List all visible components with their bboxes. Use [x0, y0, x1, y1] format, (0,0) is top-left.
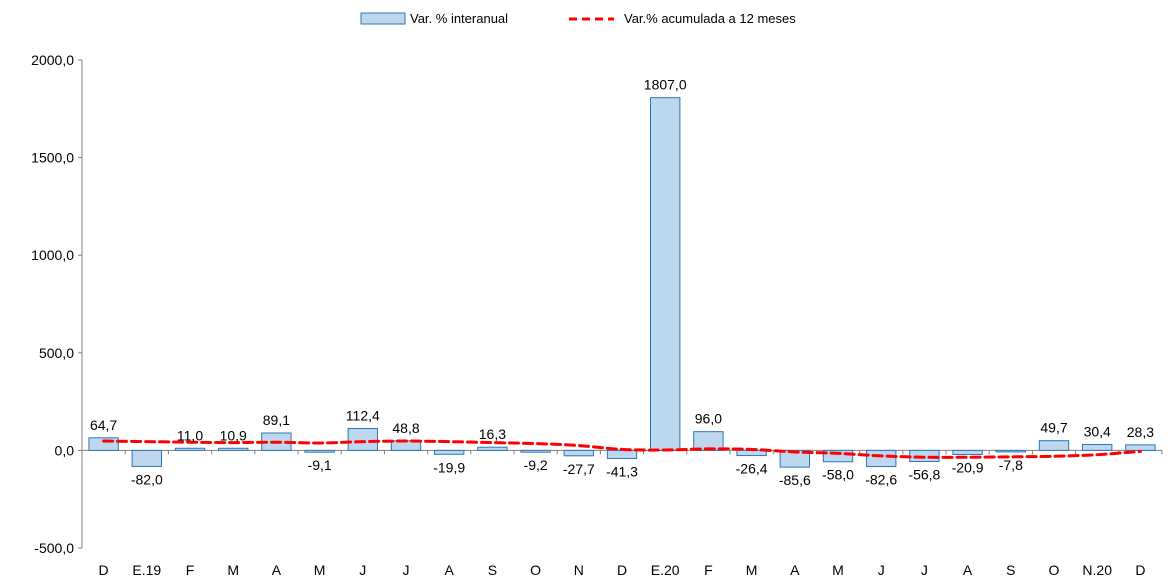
- legend-bar-swatch: [360, 12, 406, 25]
- x-tick-label-1: D: [99, 562, 109, 578]
- bar-13: [606, 449, 638, 459]
- x-tick-label-15: F: [704, 562, 713, 578]
- x-tick-label-4: M: [227, 562, 239, 578]
- x-tick-label-18: M: [832, 562, 844, 578]
- bar-19: [866, 449, 897, 468]
- y-tick-label: 1500,0: [31, 150, 74, 166]
- bar-label-7: 112,4: [346, 407, 380, 423]
- x-tick-label-10: S: [488, 562, 497, 578]
- bar-label-14: 1807,0: [644, 77, 687, 93]
- bar-12: [563, 449, 594, 457]
- x-tick-label-2: E.19: [132, 562, 161, 578]
- bar-15: [693, 431, 724, 451]
- bar-7: [347, 427, 378, 451]
- x-tick-label-13: D: [617, 562, 627, 578]
- bar-10: [477, 446, 508, 451]
- x-tick-label-16: M: [746, 562, 758, 578]
- bar-label-13: -41,3: [606, 463, 638, 479]
- legend-bar-label: Var. % interanual: [410, 11, 508, 26]
- x-tick-label-25: D: [1135, 562, 1145, 578]
- bar-22: [995, 449, 1026, 453]
- cumulative-line: [102, 439, 1142, 459]
- x-tick-label-3: F: [186, 562, 195, 578]
- bar-label-15: 96,0: [695, 411, 722, 427]
- bar-2: [131, 449, 162, 467]
- bar-label-6: -9,1: [308, 457, 332, 473]
- bars: [88, 97, 1156, 468]
- x-tick-label-17: A: [790, 562, 800, 578]
- y-tick-label: 2000,0: [31, 52, 74, 68]
- data-labels: 64,7 -82,0 11,0 10,9 89,1 -9,1 112,4 48,8 -19,9 1…: [90, 77, 1154, 488]
- x-tick-label-21: A: [963, 562, 973, 578]
- bar-label-10: 16,3: [479, 426, 506, 442]
- y-tick-label: 1000,0: [31, 247, 74, 263]
- bar-label-3: 11,0: [177, 427, 203, 443]
- bar-11: [520, 449, 551, 453]
- bar-label-9: -19,9: [433, 459, 465, 475]
- x-tick-label-22: S: [1006, 562, 1015, 578]
- bar-label-18: -58,0: [822, 467, 854, 483]
- bar-label-11: -9,2: [524, 457, 548, 473]
- bar-label-5: 89,1: [263, 412, 290, 428]
- x-tick-label-5: A: [272, 562, 282, 578]
- bar-24: [1082, 443, 1113, 451]
- x-tick-label-19: J: [878, 562, 885, 578]
- x-tick-label-23: O: [1049, 562, 1060, 578]
- x-tick-label-20: J: [921, 562, 928, 578]
- bar-label-8: 48,8: [392, 420, 419, 436]
- bar-21: [952, 449, 983, 455]
- bar-label-24: 30,4: [1084, 423, 1111, 439]
- bar-label-2: -82,0: [131, 471, 163, 487]
- bar-label-4: 10,9: [220, 427, 247, 443]
- legend: Var. % interanual Var.% acumulada a 12 m…: [360, 11, 796, 26]
- bar-18: [822, 449, 854, 463]
- x-tick-label-12: N: [574, 562, 584, 578]
- y-tick-label: 500,0: [39, 345, 74, 361]
- bar-23: [1038, 440, 1070, 451]
- x-tick-label-6: M: [314, 562, 326, 578]
- bar-17: [779, 449, 810, 468]
- x-tick-label-9: A: [445, 562, 455, 578]
- bar-label-23: 49,7: [1040, 420, 1067, 436]
- bar-label-25: 28,3: [1127, 424, 1154, 440]
- bar-label-22: -7,8: [999, 457, 1023, 473]
- legend-line-label: Var.% acumulada a 12 meses: [624, 11, 796, 26]
- bar-25: [1125, 444, 1156, 451]
- bar-label-1: 64,7: [90, 417, 117, 433]
- y-tick-label: -500,0: [34, 540, 74, 556]
- bar-6: [304, 449, 335, 453]
- x-tick-label-7: J: [359, 562, 366, 578]
- line-series: [102, 439, 1142, 459]
- bar-label-12: -27,7: [563, 461, 595, 477]
- x-tick-label-14: E.20: [651, 562, 680, 578]
- y-axis: -500,0 0,0 500,0 1000,0 1500,0 2000,0: [31, 52, 83, 556]
- bar-label-19: -82,6: [865, 472, 897, 488]
- x-tick-label-8: J: [403, 562, 410, 578]
- bar-label-17: -85,6: [779, 472, 811, 488]
- x-tick-label-24: N.20: [1082, 562, 1112, 578]
- bar-4: [218, 447, 249, 451]
- bar-label-21: -20,9: [952, 459, 984, 475]
- y-tick-label: 0,0: [55, 442, 75, 458]
- bar-label-20: -56,8: [908, 466, 940, 482]
- bar-9: [434, 449, 465, 455]
- x-ticks: D E.19 F M A M J J A S O N D E.20 F M A M J J A S O N.20 D: [99, 562, 1146, 578]
- bar-label-16: -26,4: [736, 461, 768, 477]
- bar-3: [174, 447, 206, 451]
- bar-14: [650, 97, 681, 451]
- x-tick-label-11: O: [530, 562, 541, 578]
